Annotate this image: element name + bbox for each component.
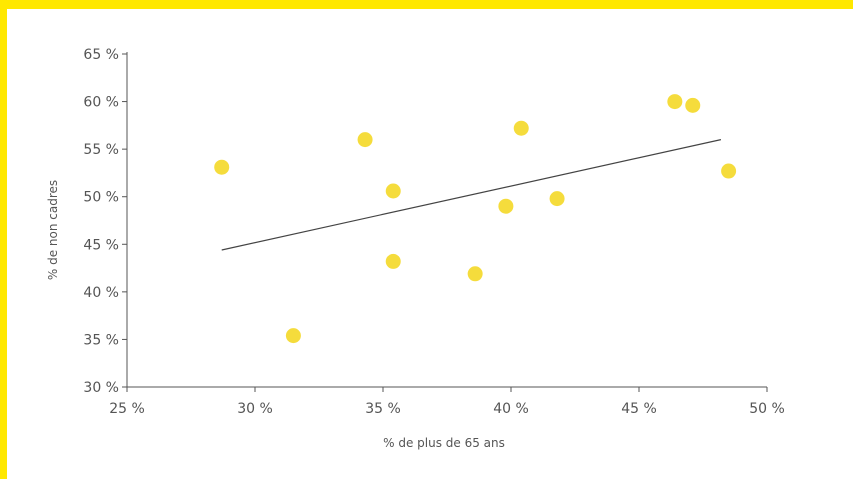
y-tick-label: 50 % (83, 190, 119, 206)
y-axis-title: % de non cadres (46, 180, 60, 280)
data-points (214, 94, 737, 344)
data-point (357, 132, 373, 148)
x-tick-label: 40 % (493, 401, 529, 417)
data-point (667, 94, 683, 110)
data-point (513, 120, 529, 136)
trendline (221, 139, 722, 251)
data-point (385, 183, 401, 199)
data-point (385, 253, 401, 269)
y-tick-label: 30 % (83, 380, 119, 396)
data-point (721, 163, 737, 179)
trendline-group (221, 139, 722, 251)
x-tick-label: 25 % (109, 401, 145, 417)
y-tick-label: 35 % (83, 332, 119, 348)
x-tick-label: 45 % (621, 401, 657, 417)
x-axis-title: % de plus de 65 ans (383, 436, 505, 450)
y-tick-label: 45 % (83, 237, 119, 253)
y-tick-label: 40 % (83, 285, 119, 301)
data-point (685, 97, 701, 113)
data-point (285, 328, 301, 344)
data-point (214, 159, 230, 175)
data-point (498, 198, 514, 214)
x-tick-label: 30 % (237, 401, 273, 417)
y-tick-label: 55 % (83, 142, 119, 158)
y-tick-label: 60 % (83, 95, 119, 111)
x-tick-label: 35 % (365, 401, 401, 417)
y-axis: 30 % 35 % 40 % 45 % 50 % 55 % 60 % 65 % (83, 47, 128, 396)
data-point (549, 191, 565, 207)
y-tick-label: 65 % (83, 47, 119, 63)
data-point (467, 266, 483, 282)
x-tick-label: 50 % (749, 401, 785, 417)
x-axis: 25 % 30 % 35 % 40 % 45 % 50 % (109, 386, 785, 417)
